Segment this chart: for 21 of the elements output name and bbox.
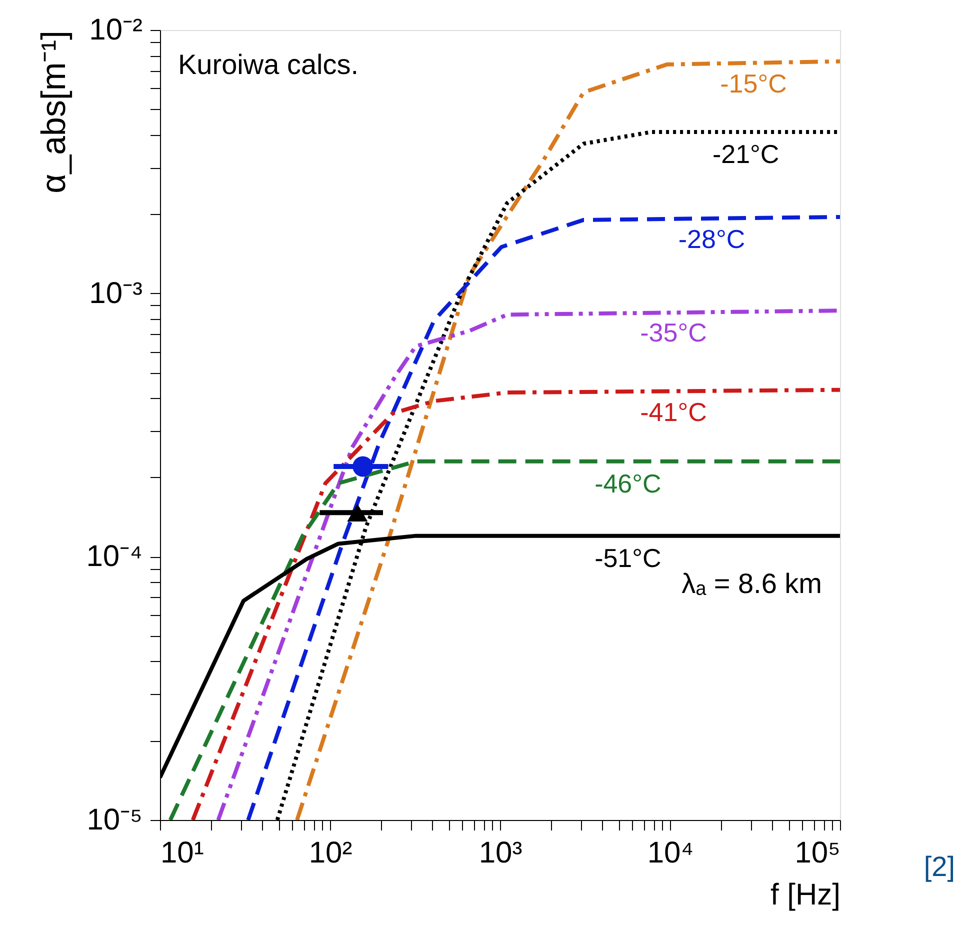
series-label: -28°C	[678, 224, 746, 254]
series-label: -15°C	[720, 68, 787, 98]
x-tick-label: 10⁴	[647, 836, 694, 870]
annotation: λₐ = 8.6 km	[682, 568, 822, 600]
x-axis-title: f [Hz]	[770, 878, 840, 912]
y-tick-label: 10⁻²	[89, 14, 143, 46]
y-tick-label: 10⁻⁵	[86, 804, 142, 836]
series-label: -41°C	[640, 396, 707, 427]
y-axis-title: α_abs[m⁻¹]	[35, 30, 74, 194]
series-label: -35°C	[640, 318, 707, 348]
annotation: Kuroiwa calcs.	[178, 49, 359, 80]
x-tick-label: 10³	[478, 836, 522, 870]
x-tick-label: 10⁵	[794, 836, 840, 870]
series-label: -46°C	[594, 468, 662, 498]
series-label: -21°C	[712, 138, 780, 169]
text: [2]	[924, 851, 955, 882]
y-tick-label: 10⁻⁴	[86, 540, 142, 574]
x-tick-label: 10²	[308, 836, 352, 870]
y-tick-label: 10⁻³	[89, 276, 143, 310]
series-label: -51°C	[594, 542, 662, 573]
x-tick-label: 10¹	[160, 836, 204, 870]
